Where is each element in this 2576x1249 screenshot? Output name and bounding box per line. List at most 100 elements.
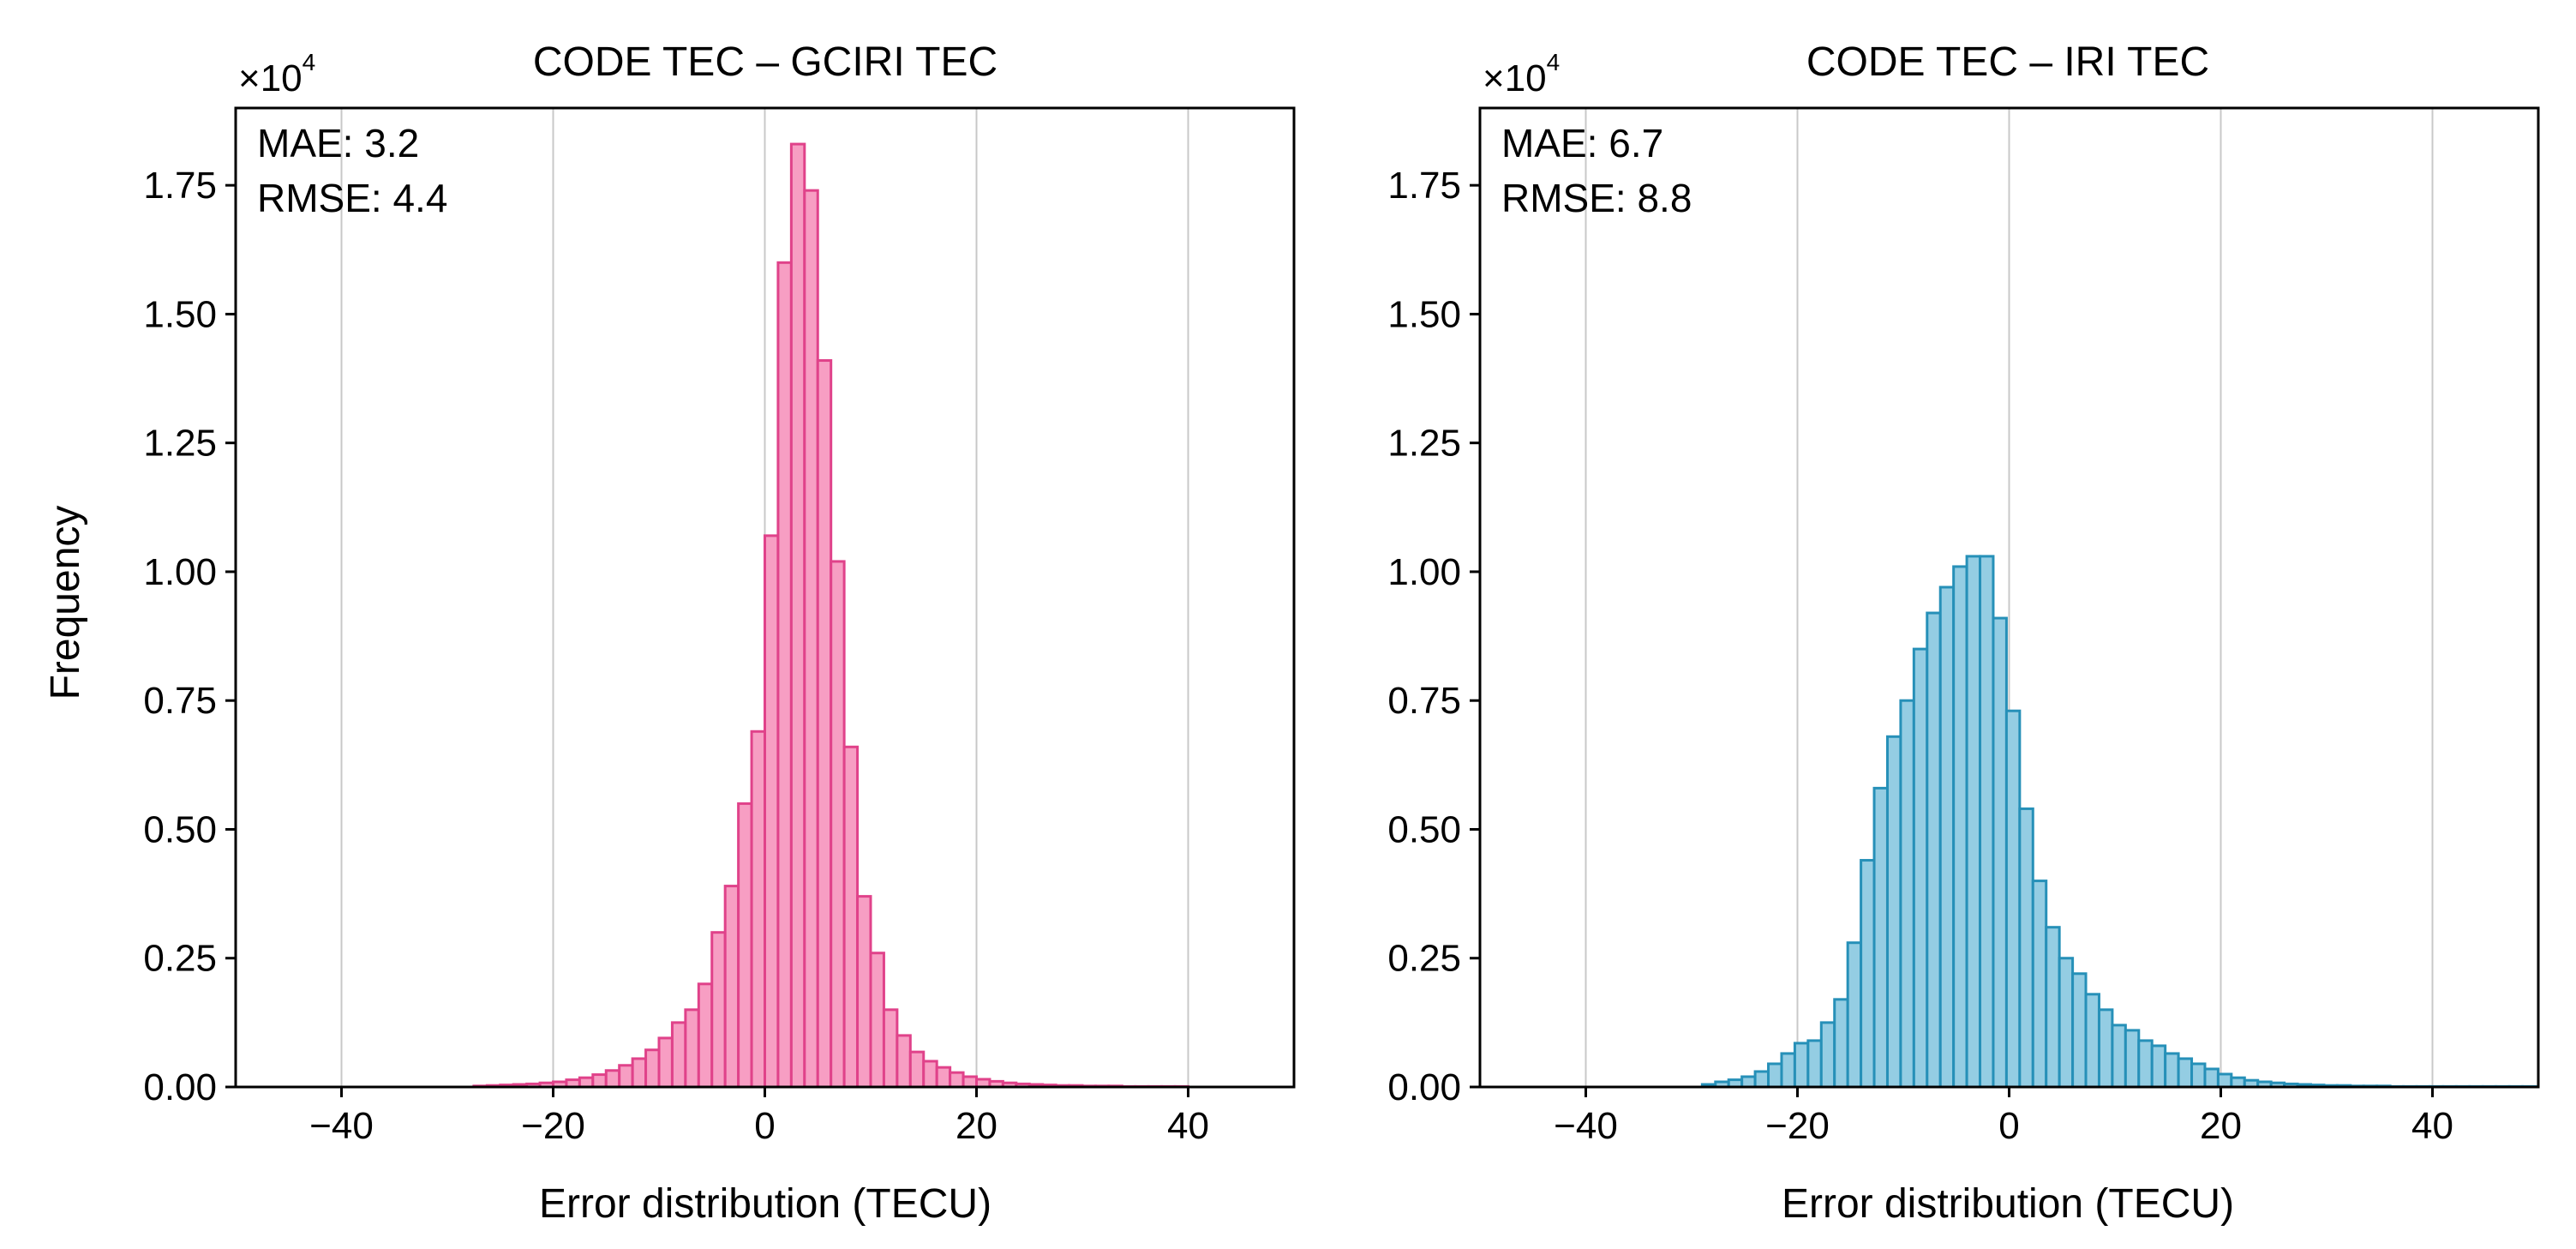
panel-left-y-multiplier-exp: 4: [303, 49, 316, 75]
left-bar: [764, 534, 780, 1089]
left-y-tick-label: 1.25: [143, 423, 217, 465]
right-y-tick-label: 1.50: [1387, 293, 1461, 335]
panel-left-y-axis-label: Frequency: [43, 506, 88, 700]
right-bar: [1860, 859, 1876, 1089]
right-bar: [1992, 616, 2008, 1089]
right-bar: [2150, 1044, 2167, 1089]
right-bar: [2124, 1029, 2141, 1089]
left-bar: [935, 1066, 952, 1089]
left-y-tick-label: 1.00: [143, 551, 217, 593]
left-bar: [644, 1048, 661, 1089]
left-y-tick-label: 1.75: [143, 165, 217, 207]
left-y-tick-label: 0.25: [143, 938, 217, 980]
left-x-tick-label: −40: [309, 1105, 374, 1147]
right-bar: [1952, 565, 1968, 1089]
left-bar: [604, 1069, 621, 1089]
right-bar: [1938, 585, 1956, 1089]
left-y-tick-label: 1.50: [143, 293, 217, 335]
right-bar: [1926, 611, 1942, 1089]
right-y-tick-label: 0.50: [1387, 808, 1461, 850]
left-bar: [750, 730, 766, 1089]
panel-left-y-multiplier: ×104: [238, 49, 315, 99]
right-bar: [2164, 1052, 2180, 1089]
right-x-tick-label: −40: [1554, 1105, 1618, 1147]
right-bar: [1819, 1021, 1836, 1089]
right-bar: [1753, 1070, 1770, 1089]
panel-right-plot-area: −40 −20 0 20 40 0.00 0.25 0.50 0.75 1.00 1.25 1.50 1…: [1387, 106, 2540, 1147]
right-y-tick-label: 0.25: [1387, 938, 1461, 980]
right-bar: [2058, 957, 2075, 1089]
right-bar: [1833, 998, 1849, 1089]
right-y-tick-label: 1.00: [1387, 551, 1461, 593]
panel-right-y-multiplier-exp: 4: [1547, 49, 1561, 75]
right-bar: [1885, 735, 1902, 1089]
right-bar: [1872, 786, 1889, 1089]
left-y-tick-label: 0.00: [143, 1066, 217, 1108]
panel-left-y-multiplier-base: ×10: [238, 57, 303, 99]
left-bar: [776, 261, 793, 1089]
right-bar: [1979, 555, 1995, 1089]
left-bar: [882, 1008, 899, 1089]
right-y-tick-label: 1.75: [1387, 165, 1461, 207]
panel-right-title: CODE TEC – IRI TEC: [1806, 39, 2209, 85]
panel-left-mae: MAE: 3.2: [257, 121, 419, 165]
panel-right-y-multiplier-base: ×10: [1483, 57, 1547, 99]
left-x-tick-label: −20: [521, 1105, 585, 1147]
right-y-tick-label: 0.75: [1387, 680, 1461, 722]
left-bar: [896, 1034, 912, 1089]
right-bar: [2004, 709, 2022, 1089]
right-bar: [2097, 1008, 2114, 1089]
right-bar: [2203, 1067, 2220, 1089]
panel-right-mae: MAE: 6.7: [1501, 121, 1663, 165]
left-bar: [949, 1071, 965, 1089]
left-x-tick-label: 20: [956, 1105, 997, 1147]
left-bar: [578, 1076, 595, 1089]
right-x-tick-label: 0: [1998, 1105, 2019, 1147]
right-bar: [2031, 880, 2048, 1089]
right-x-tick-label: 40: [2411, 1105, 2453, 1147]
panel-right-y-multiplier: ×104: [1483, 49, 1560, 99]
panel-left: CODE TEC – GCIRI TEC ×104 −40 −20 0 20 40 0.0…: [43, 39, 1296, 1227]
right-bar: [2177, 1057, 2194, 1089]
right-bar: [1899, 699, 1915, 1089]
right-bar: [2230, 1076, 2246, 1089]
right-bar: [1780, 1052, 1796, 1089]
left-bar: [789, 142, 806, 1089]
left-x-tick-label: 0: [754, 1105, 775, 1147]
right-bar: [2071, 972, 2088, 1089]
left-bar: [618, 1064, 634, 1089]
left-bar: [830, 560, 846, 1089]
left-bar: [591, 1073, 608, 1089]
panel-right-rmse: RMSE: 8.8: [1501, 176, 1692, 220]
right-bar: [1740, 1075, 1757, 1089]
left-bar: [657, 1036, 674, 1089]
right-bar: [1846, 941, 1863, 1089]
right-bar: [2045, 926, 2061, 1089]
right-bar: [2111, 1024, 2127, 1089]
right-x-tick-label: 20: [2200, 1105, 2242, 1147]
left-bar: [908, 1050, 926, 1089]
panel-left-x-axis-label: Error distribution (TECU): [539, 1181, 991, 1227]
right-x-tick-label: −20: [1765, 1105, 1830, 1147]
left-bar: [803, 189, 819, 1089]
left-bar: [922, 1060, 938, 1089]
left-bar: [710, 931, 727, 1089]
panel-right-x-axis-label: Error distribution (TECU): [1782, 1181, 2234, 1227]
left-bar: [856, 895, 872, 1089]
right-bar: [2137, 1039, 2154, 1089]
left-bar: [697, 982, 714, 1089]
right-bar: [1806, 1039, 1823, 1089]
left-y-tick-label: 0.75: [143, 680, 217, 722]
panel-right: CODE TEC – IRI TEC ×104 −40 −20 0 20 40 0.00 0…: [1387, 39, 2540, 1227]
left-bar: [670, 1021, 687, 1089]
left-bar: [869, 952, 885, 1089]
right-bar: [1912, 647, 1929, 1089]
left-bar: [842, 745, 860, 1089]
right-bar: [2190, 1062, 2207, 1089]
left-bar: [962, 1075, 978, 1089]
right-bar: [2018, 807, 2034, 1089]
left-y-tick-label: 0.50: [143, 808, 217, 850]
left-bar: [737, 802, 753, 1089]
right-bar: [2216, 1072, 2233, 1089]
